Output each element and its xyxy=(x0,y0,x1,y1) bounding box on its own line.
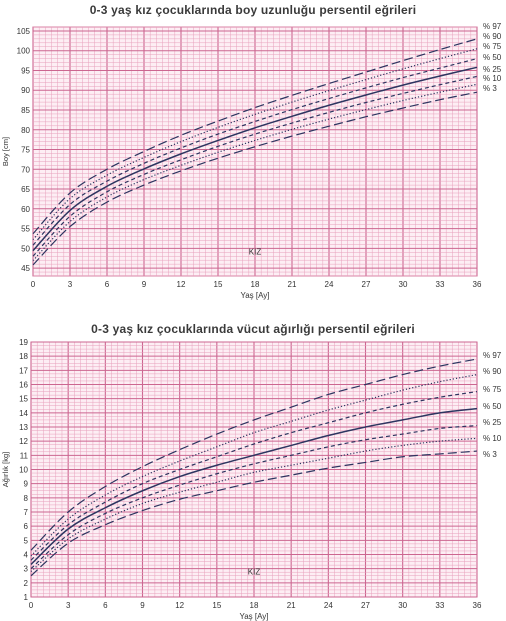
legend-label-97: % 97 xyxy=(483,22,502,31)
legend-label-3: % 3 xyxy=(483,84,497,93)
x-tick-label: 24 xyxy=(324,601,333,610)
y-tick-label: 12 xyxy=(19,437,28,446)
chart-title-weight: 0-3 yaş kız çocuklarında vücut ağırlığı … xyxy=(91,322,415,336)
legend-label-25: % 25 xyxy=(483,65,502,74)
series-line-75 xyxy=(32,58,478,246)
legend-label-50: % 50 xyxy=(483,53,502,62)
y-axis-label: Boy [cm] xyxy=(1,137,10,166)
y-tick-label: 17 xyxy=(19,366,28,375)
annotation-kiz: KIZ xyxy=(249,247,262,256)
x-tick-label: 9 xyxy=(140,601,145,610)
series-line-3 xyxy=(32,91,478,266)
grid-vertical xyxy=(32,27,478,276)
series-line-10 xyxy=(32,83,478,261)
x-tick-label: 36 xyxy=(473,601,482,610)
y-tick-label: 16 xyxy=(19,381,28,390)
y-tick-label: 1 xyxy=(24,593,29,602)
x-tick-label: 3 xyxy=(66,601,71,610)
x-axis-label: Yaş [Ay] xyxy=(240,291,269,300)
legend-label-90: % 90 xyxy=(483,32,502,41)
x-tick-label: 27 xyxy=(361,601,370,610)
y-tick-label: 70 xyxy=(21,165,30,174)
height-percentile-chart: 0 3 6 9 12 15 18 21 24 27 30 33 36455055606570758085… xyxy=(1,22,502,300)
y-tick-label: 45 xyxy=(21,264,30,273)
series-line-75 xyxy=(30,390,478,561)
y-tick-label: 14 xyxy=(19,409,28,418)
y-tick-label: 60 xyxy=(21,205,30,214)
x-tick-label: 33 xyxy=(435,601,444,610)
y-tick-label: 11 xyxy=(20,451,29,460)
legend-label-97: % 97 xyxy=(483,351,502,360)
y-tick-label: 55 xyxy=(21,225,30,234)
series-line-90 xyxy=(30,373,478,557)
legend-label-10: % 10 xyxy=(483,434,502,443)
annotation-kiz: KIZ xyxy=(248,567,261,576)
x-tick-label: 12 xyxy=(177,280,186,289)
y-tick-label: 90 xyxy=(21,86,30,95)
series-line-90 xyxy=(32,48,478,241)
x-tick-label: 0 xyxy=(31,280,36,289)
x-tick-label: 33 xyxy=(436,280,445,289)
y-tick-label: 7 xyxy=(24,508,29,517)
legend-label-90: % 90 xyxy=(483,367,502,376)
x-tick-label: 15 xyxy=(212,601,221,610)
x-tick-label: 24 xyxy=(325,280,334,289)
series-line-97 xyxy=(32,38,478,235)
y-tick-label: 100 xyxy=(17,47,31,56)
x-tick-label: 3 xyxy=(68,280,73,289)
x-tick-label: 21 xyxy=(288,280,297,289)
y-tick-label: 13 xyxy=(19,423,28,432)
y-tick-label: 105 xyxy=(17,27,31,36)
y-tick-label: 19 xyxy=(19,338,28,347)
legend-label-25: % 25 xyxy=(483,418,502,427)
x-tick-label: 6 xyxy=(105,280,110,289)
series-line-3 xyxy=(30,450,478,577)
series-line-50 xyxy=(32,66,478,252)
x-tick-label: 30 xyxy=(398,601,407,610)
x-tick-label: 30 xyxy=(399,280,408,289)
chart-title-height: 0-3 yaş kız çocuklarında boy uzunluğu pe… xyxy=(89,3,417,17)
legend-label-10: % 10 xyxy=(483,74,502,83)
series-line-25 xyxy=(30,424,478,570)
x-tick-label: 27 xyxy=(362,280,371,289)
y-tick-label: 6 xyxy=(24,522,29,531)
x-tick-label: 18 xyxy=(251,280,260,289)
y-tick-label: 85 xyxy=(21,106,30,115)
y-tick-label: 4 xyxy=(24,551,29,560)
x-tick-label: 0 xyxy=(29,601,34,610)
series-line-50 xyxy=(30,407,478,565)
y-tick-label: 10 xyxy=(19,466,28,475)
y-tick-label: 9 xyxy=(24,480,29,489)
y-axis-label: Ağırlık [kg] xyxy=(1,452,10,487)
series-line-97 xyxy=(30,358,478,551)
y-tick-label: 80 xyxy=(21,126,30,135)
x-tick-label: 18 xyxy=(250,601,259,610)
legend-label-75: % 75 xyxy=(483,385,502,394)
legend-label-75: % 75 xyxy=(483,42,502,51)
y-tick-label: 18 xyxy=(19,352,28,361)
x-tick-label: 21 xyxy=(287,601,296,610)
y-tick-label: 15 xyxy=(19,395,28,404)
x-tick-label: 12 xyxy=(175,601,184,610)
x-tick-label: 15 xyxy=(214,280,223,289)
x-tick-label: 6 xyxy=(103,601,108,610)
y-tick-label: 50 xyxy=(21,244,30,253)
legend-label-50: % 50 xyxy=(483,402,502,411)
y-tick-label: 95 xyxy=(21,66,30,75)
y-tick-label: 2 xyxy=(24,579,29,588)
x-tick-label: 36 xyxy=(473,280,482,289)
x-axis-label: Yaş [Ay] xyxy=(239,612,268,621)
y-tick-label: 3 xyxy=(24,565,29,574)
y-tick-label: 5 xyxy=(24,536,29,545)
y-tick-label: 75 xyxy=(21,146,30,155)
grid-horizontal xyxy=(31,341,477,598)
y-tick-label: 8 xyxy=(24,494,29,503)
series-line-25 xyxy=(32,75,478,257)
y-tick-label: 65 xyxy=(21,185,30,194)
legend-label-3: % 3 xyxy=(483,450,497,459)
x-tick-label: 9 xyxy=(142,280,147,289)
